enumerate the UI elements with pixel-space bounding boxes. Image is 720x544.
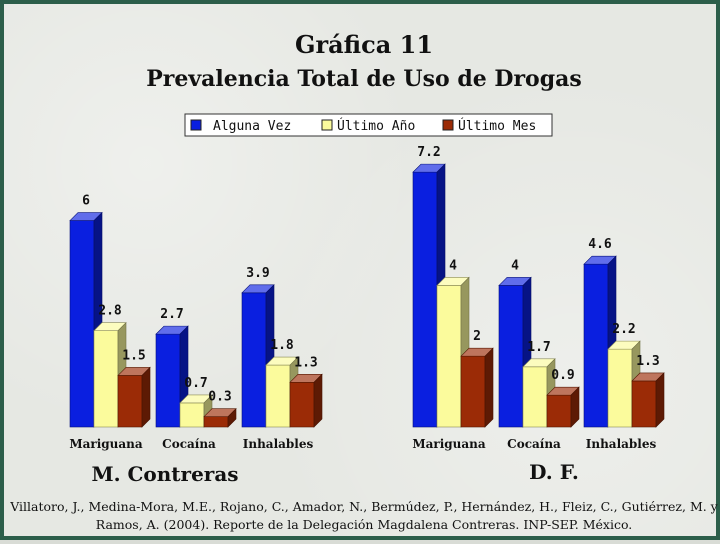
data-label-df-cocaina-alguna-vez: 4 (511, 258, 519, 273)
data-label-df-inhalables-ultimo-mes: 1.3 (636, 354, 659, 369)
legend-swatch-alguna-vez (190, 119, 202, 131)
bar-df-inhalables-ultimo-mes (631, 372, 665, 428)
bar-m-contreras-inhalables-ultimo-mes (289, 373, 323, 428)
data-label-df-cocaina-ultimo-anio: 1.7 (527, 340, 550, 355)
data-label-m-contreras-cocaina-ultimo-mes: 0.3 (208, 390, 231, 405)
data-label-m-contreras-inhalables-alguna-vez: 3.9 (246, 266, 269, 281)
bar-df-mariguana-ultimo-mes (460, 347, 494, 428)
data-label-m-contreras-mariguana-alguna-vez: 6 (82, 194, 90, 209)
tick-label-df-mariguana: Mariguana (412, 437, 486, 451)
data-label-df-mariguana-ultimo-mes: 2 (473, 329, 481, 344)
data-label-m-contreras-inhalables-ultimo-anio: 1.8 (270, 338, 294, 353)
tick-label-m-contreras-mariguana: Mariguana (69, 437, 143, 451)
data-label-m-contreras-mariguana-ultimo-mes: 1.5 (122, 348, 145, 363)
bar-df-inhalables-alguna-vez (583, 255, 617, 428)
bar-m-contreras-cocaina-ultimo-anio (179, 394, 213, 428)
chart-canvas: Gráfica 11 Prevalencia Total de Uso de D… (69, 30, 665, 486)
legend-swatch-ultimo-mes (442, 119, 454, 131)
panel-label-m-contreras: M. Contreras (91, 462, 238, 486)
chart-subtitle: Prevalencia Total de Uso de Drogas (146, 66, 582, 92)
data-label-m-contreras-cocaina-alguna-vez: 2.7 (160, 307, 183, 322)
bar-m-contreras-cocaina-ultimo-mes (203, 407, 237, 428)
legend-box (184, 113, 553, 137)
data-label-df-mariguana-alguna-vez: 7.2 (417, 145, 440, 160)
data-label-df-mariguana-ultimo-anio: 4 (449, 258, 457, 273)
data-label-m-contreras-inhalables-ultimo-mes: 1.3 (294, 355, 317, 370)
chart-panel-df: 7.2 4 2 Mariguana 4 1.70.9 Cocaína 4.6 2.2 1.3 Inh… (412, 145, 665, 451)
legend: Alguna Vez Último Año Último Mes (184, 113, 553, 137)
legend-label-alguna-vez: Alguna Vez (213, 119, 291, 134)
data-label-df-inhalables-alguna-vez: 4.6 (588, 237, 612, 252)
legend-swatch-ultimo-anio (321, 119, 333, 131)
data-label-m-contreras-mariguana-ultimo-anio: 2.8 (98, 304, 122, 319)
tick-label-df-cocaina: Cocaína (507, 437, 561, 451)
panel-label-df: D. F. (529, 460, 579, 484)
tick-label-df-inhalables: Inhalables (586, 437, 657, 451)
tick-label-m-contreras-inhalables: Inhalables (243, 437, 314, 451)
data-label-m-contreras-cocaina-ultimo-anio: 0.7 (184, 376, 207, 391)
legend-label-ultimo-anio: Último Año (337, 118, 415, 134)
tick-label-m-contreras-cocaina: Cocaína (162, 437, 216, 451)
chart-panel-m-contreras: 6 2.8 1.5 Mariguana 2.7 0.70.3 Cocaína 3.9 1.81.… (69, 194, 323, 451)
legend-label-ultimo-mes: Último Mes (458, 118, 536, 134)
source-citation: Villatoro, J., Medina-Mora, M.E., Rojano… (10, 499, 718, 532)
bar-df-cocaina-ultimo-mes (546, 386, 580, 428)
bar-m-contreras-mariguana-ultimo-mes (117, 366, 151, 428)
data-label-df-cocaina-ultimo-mes: 0.9 (551, 368, 574, 383)
data-label-df-inhalables-ultimo-anio: 2.2 (612, 322, 635, 337)
chart-title: Gráfica 11 (295, 30, 433, 59)
